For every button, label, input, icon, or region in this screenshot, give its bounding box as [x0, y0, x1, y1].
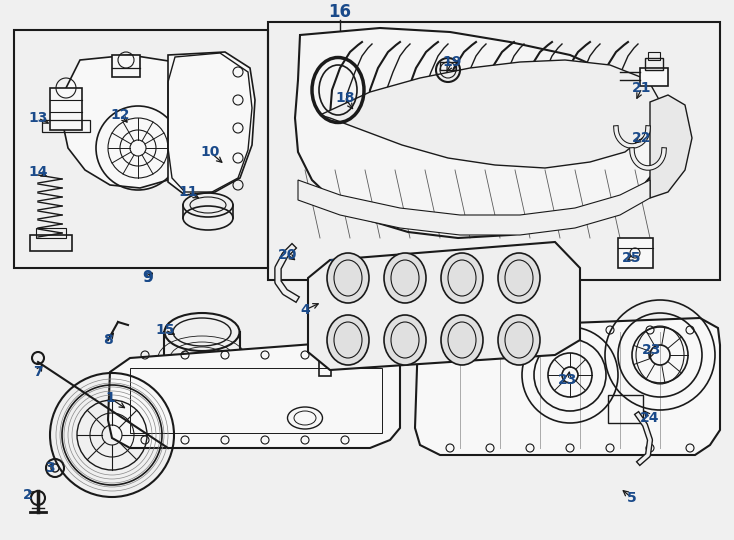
Bar — [30, 235, 72, 251]
Text: 14: 14 — [28, 165, 48, 179]
Polygon shape — [62, 55, 215, 188]
Text: 21: 21 — [632, 81, 652, 95]
Polygon shape — [308, 242, 580, 370]
Ellipse shape — [384, 315, 426, 365]
Polygon shape — [108, 342, 400, 448]
Text: 22: 22 — [632, 131, 652, 145]
Text: 17: 17 — [328, 258, 348, 272]
Ellipse shape — [498, 315, 540, 365]
Text: 12: 12 — [110, 108, 130, 122]
Polygon shape — [650, 95, 692, 198]
Text: 1: 1 — [105, 391, 115, 405]
Text: 24: 24 — [640, 411, 660, 425]
Text: 15: 15 — [156, 323, 175, 337]
Text: 23: 23 — [642, 343, 661, 357]
Text: 9: 9 — [143, 271, 153, 285]
Text: 9: 9 — [142, 271, 153, 286]
Polygon shape — [298, 180, 650, 235]
Bar — [319, 358, 331, 376]
Ellipse shape — [441, 315, 483, 365]
Text: 25: 25 — [622, 251, 642, 265]
Text: 6: 6 — [350, 333, 360, 347]
Text: 8: 8 — [103, 333, 113, 347]
Text: 7: 7 — [33, 365, 43, 379]
Bar — [648, 52, 660, 60]
Text: 18: 18 — [335, 91, 355, 105]
Text: 4: 4 — [300, 303, 310, 317]
Polygon shape — [415, 318, 720, 455]
Bar — [608, 395, 643, 423]
Bar — [50, 88, 82, 130]
Text: 11: 11 — [178, 185, 197, 199]
Text: 5: 5 — [627, 491, 637, 505]
Bar — [645, 58, 663, 70]
Bar — [112, 55, 140, 77]
Text: 19: 19 — [443, 55, 462, 69]
Text: 23: 23 — [559, 373, 578, 387]
Bar — [618, 238, 653, 268]
Polygon shape — [295, 28, 665, 238]
Ellipse shape — [384, 253, 426, 303]
Polygon shape — [320, 60, 662, 168]
Ellipse shape — [441, 253, 483, 303]
Bar — [14, 30, 268, 268]
Text: 3: 3 — [46, 461, 55, 475]
Bar — [640, 68, 668, 86]
Ellipse shape — [327, 315, 369, 365]
Bar — [42, 120, 90, 132]
Ellipse shape — [327, 253, 369, 303]
Text: 10: 10 — [200, 145, 219, 159]
Bar — [268, 22, 720, 280]
Polygon shape — [168, 52, 255, 195]
Text: 16: 16 — [329, 3, 352, 21]
Ellipse shape — [498, 253, 540, 303]
Text: 13: 13 — [29, 111, 48, 125]
Text: 20: 20 — [278, 248, 298, 262]
Bar — [130, 368, 382, 433]
Bar — [440, 62, 456, 70]
Text: 2: 2 — [23, 488, 33, 502]
Bar — [36, 228, 66, 238]
